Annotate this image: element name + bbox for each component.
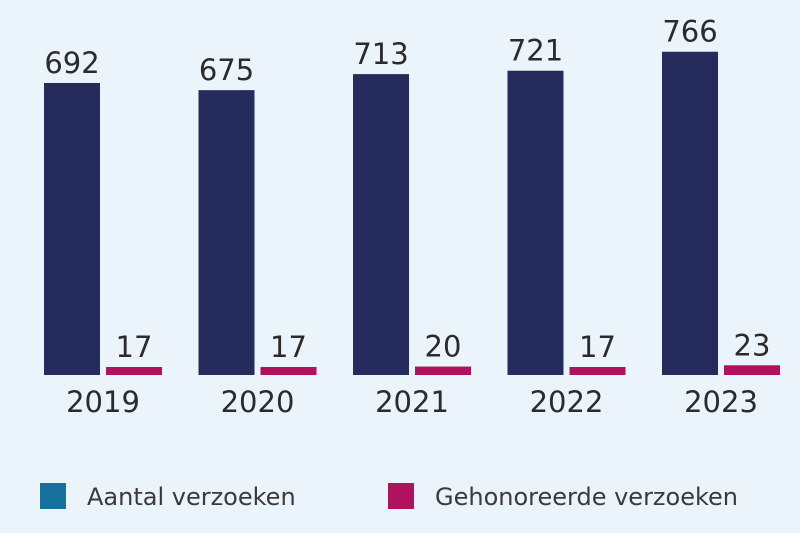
data-label: 17 [579, 330, 616, 364]
bar-gehonoreerd-2019 [106, 367, 162, 375]
bar-gehonoreerd-2020 [260, 367, 317, 375]
bar-gehonoreerd-2022 [569, 367, 626, 375]
data-label: 766 [662, 15, 717, 49]
x-tick-label: 2020 [221, 385, 295, 419]
data-label: 692 [44, 46, 99, 80]
bar-aantal-2023 [662, 51, 718, 376]
bar-gehonoreerd-2023 [724, 365, 780, 375]
bar-aantal-2021 [353, 74, 409, 375]
x-tick-label: 2019 [66, 385, 140, 419]
x-tick-label: 2022 [530, 385, 604, 419]
bar-aantal-2022 [507, 70, 564, 375]
legend-swatch [388, 483, 414, 509]
data-label: 20 [425, 330, 462, 364]
bar-aantal-2020 [198, 90, 255, 376]
data-label: 17 [270, 330, 307, 364]
legend-label: Aantal verzoeken [87, 483, 296, 511]
data-label: 17 [116, 330, 153, 364]
x-tick-label: 2021 [375, 385, 449, 419]
legend-swatch [40, 483, 66, 509]
data-label: 713 [353, 37, 408, 71]
legend-label: Gehonoreerde verzoeken [435, 483, 738, 511]
x-tick-label: 2023 [684, 385, 758, 419]
data-label: 23 [734, 328, 771, 362]
bar-gehonoreerd-2021 [415, 366, 471, 375]
data-label: 721 [508, 34, 563, 68]
bar-aantal-2019 [44, 82, 100, 375]
data-label: 675 [199, 53, 254, 87]
